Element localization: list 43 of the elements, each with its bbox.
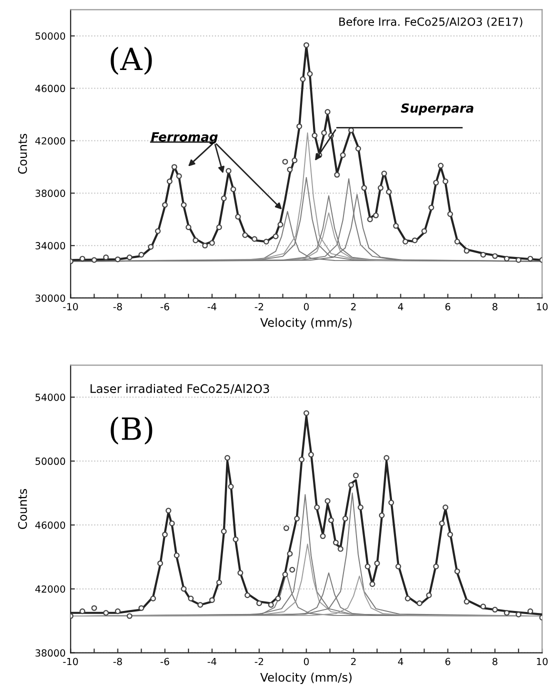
annotation: Ferromag — [151, 132, 218, 144]
x-tick-label: 6 — [445, 658, 450, 666]
y-axis-title: Counts — [18, 488, 27, 529]
x-tick-label: -2 — [254, 303, 264, 310]
x-tick-label: 2 — [351, 658, 356, 666]
x-tick-label: 10 — [536, 658, 548, 666]
x-tick-label: -4 — [208, 303, 216, 310]
y-tick-label: 50000 — [36, 458, 66, 465]
x-tick-label: -10 — [63, 658, 78, 666]
annotation: (B) — [110, 416, 152, 445]
x-tick-label: 10 — [536, 303, 548, 310]
y-axis-title: Counts — [18, 134, 27, 174]
x-axis-title: Velocity (mm/s) — [260, 672, 352, 684]
x-tick-label: -6 — [160, 303, 170, 310]
x-tick-label: -8 — [113, 303, 122, 310]
y-tick-label: 38000 — [36, 649, 66, 657]
x-tick-label: -6 — [160, 658, 170, 666]
x-tick-label: 4 — [398, 303, 404, 310]
x-tick-label: 8 — [492, 658, 498, 666]
annotation: Before Irra. FeCo25/Al2O3 (2E17) — [339, 17, 522, 28]
annotation: Laser irradiated FeCo25/Al2O3 — [90, 384, 270, 394]
x-tick-label: -2 — [254, 658, 264, 666]
y-tick-label: 46000 — [35, 84, 66, 92]
x-tick-label: 6 — [445, 303, 450, 310]
annotation: (A) — [110, 46, 152, 75]
x-tick-label: 0 — [304, 658, 309, 666]
x-tick-label: -10 — [63, 303, 78, 310]
y-tick-label: 42000 — [35, 137, 66, 145]
x-tick-label: 4 — [398, 658, 404, 666]
y-tick-label: 38000 — [36, 190, 66, 197]
y-tick-label: 34000 — [36, 242, 66, 250]
x-axis-title: Velocity (mm/s) — [260, 318, 352, 330]
x-tick-label: 0 — [304, 303, 309, 310]
x-tick-label: 8 — [492, 303, 498, 310]
annotation: Superpara — [400, 103, 474, 116]
y-tick-label: 50000 — [36, 32, 66, 40]
y-tick-label: 54000 — [36, 394, 66, 401]
x-tick-label: -4 — [208, 658, 216, 666]
x-tick-label: -8 — [113, 658, 122, 666]
y-tick-label: 42000 — [35, 585, 66, 593]
y-tick-label: 46000 — [35, 521, 66, 529]
y-tick-label: 30000 — [36, 294, 66, 302]
x-tick-label: 2 — [351, 303, 356, 310]
